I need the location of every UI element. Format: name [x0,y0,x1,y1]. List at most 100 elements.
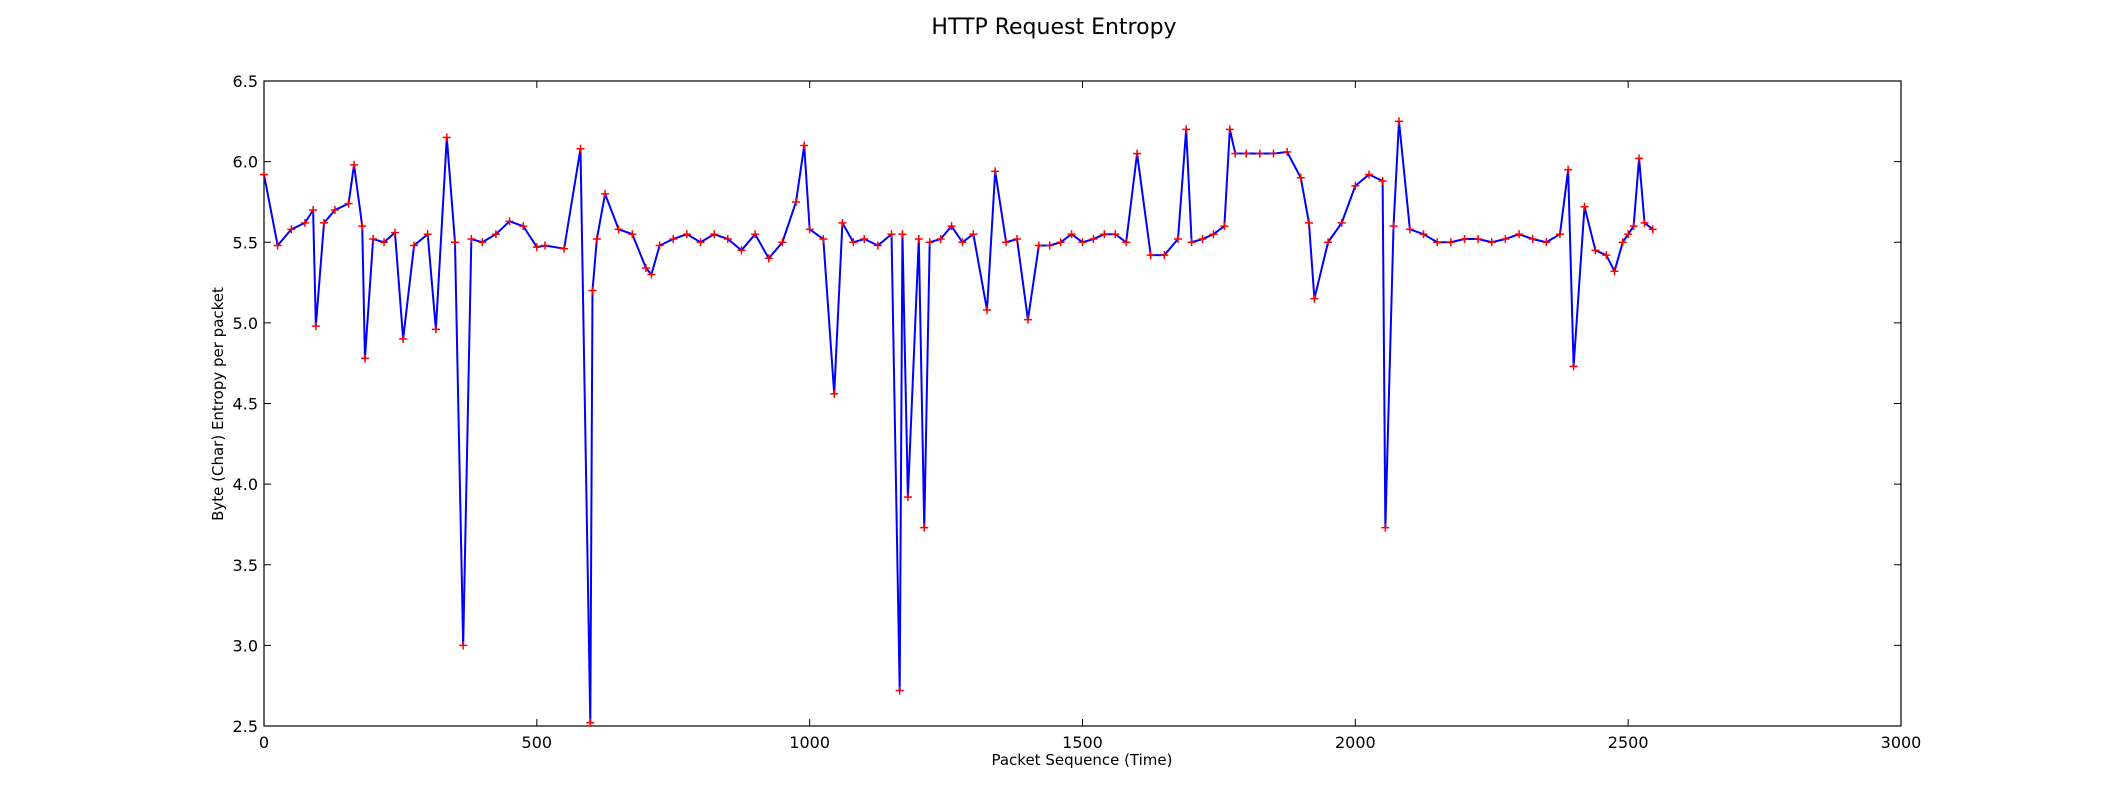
data-point [849,238,858,247]
data-point [887,230,896,239]
data-point [914,235,923,244]
data-point [860,235,869,244]
data-point [1133,149,1142,158]
y-tick-label: 4.5 [233,395,258,414]
x-axis-ticks: 0 500 1000 1500 2000 2500 3000 [259,81,1921,752]
data-point [792,197,801,206]
data-point [459,641,468,650]
data-point [710,230,719,239]
data-point [519,222,528,231]
data-point [592,235,601,244]
data-point [410,241,419,250]
data-point [969,230,978,239]
data-point [1034,241,1043,250]
data-point [360,354,369,363]
data-point [1474,235,1483,244]
data-point [1146,251,1155,260]
data-point [751,230,760,239]
data-point [1405,225,1414,234]
x-tick-label: 2000 [1335,733,1376,752]
data-point [1564,165,1573,174]
data-point [1618,238,1627,247]
data-point [1209,230,1218,239]
data-point [1501,235,1510,244]
data-point [1602,251,1611,260]
data-point [1635,154,1644,163]
data-point [399,335,408,343]
data-point [903,493,912,502]
data-point [1255,149,1264,158]
data-point [1002,238,1011,247]
data-point [1122,238,1131,247]
data-point [737,246,746,255]
data-point [1304,218,1313,227]
data-point [764,254,773,263]
y-tick-label: 3.5 [233,556,258,575]
data-point [1487,238,1496,247]
data-point [491,230,500,239]
data-point [1100,230,1109,239]
data-point [682,230,691,239]
y-tick-label: 6.0 [233,153,258,172]
data-point [390,228,399,237]
data-point [1433,238,1442,247]
data-point [669,235,678,244]
data-point [838,218,847,227]
data-point [1389,222,1398,231]
data-point [1187,238,1196,247]
data-point [778,238,787,247]
data-point [467,235,476,244]
data-point [805,225,814,234]
data-point [1078,238,1087,247]
data-point [1269,149,1278,158]
data-point [925,238,934,247]
x-tick-label: 1000 [789,733,830,752]
data-point [1111,230,1120,239]
data-point [1182,125,1191,134]
data-point [830,389,839,398]
data-point [1067,230,1076,239]
data-point [1528,235,1537,244]
data-point [431,325,440,334]
data-point [1023,315,1032,324]
data-point [1225,125,1234,134]
data-point [1419,230,1428,239]
data-point [1198,235,1207,244]
data-point [330,206,339,214]
data-point [1231,149,1240,158]
data-point [1045,241,1054,250]
data-point [800,141,809,150]
data-point [1351,181,1360,190]
data-point [1591,246,1600,255]
data-point [309,206,318,214]
data-point [532,243,541,252]
y-tick-label: 3.0 [233,636,258,655]
data-point [1242,149,1251,158]
series-layer [260,117,1657,727]
data-point [1610,267,1619,276]
y-tick-label: 2.5 [233,717,258,736]
data-point [601,189,610,198]
data-point [442,133,451,142]
data-point [819,235,828,244]
data-point [1283,147,1292,156]
data-point [300,218,309,227]
data-point [287,225,296,234]
x-tick-label: 2500 [1608,733,1649,752]
data-point [947,222,956,231]
data-point [696,238,705,247]
y-axis-ticks: 2.5 3.0 3.5 4.0 4.5 5.0 5.5 6.0 6.5 [233,72,1901,736]
data-point [958,238,967,247]
data-point [1324,238,1333,247]
data-point [1013,235,1022,244]
data-point [1310,294,1319,303]
data-point [1381,523,1390,532]
data-point [423,230,432,239]
data-point [505,217,514,226]
data-point [560,244,569,253]
data-point [576,144,585,153]
data-point [1629,222,1638,231]
data-point [1220,222,1229,231]
data-point [344,199,353,208]
